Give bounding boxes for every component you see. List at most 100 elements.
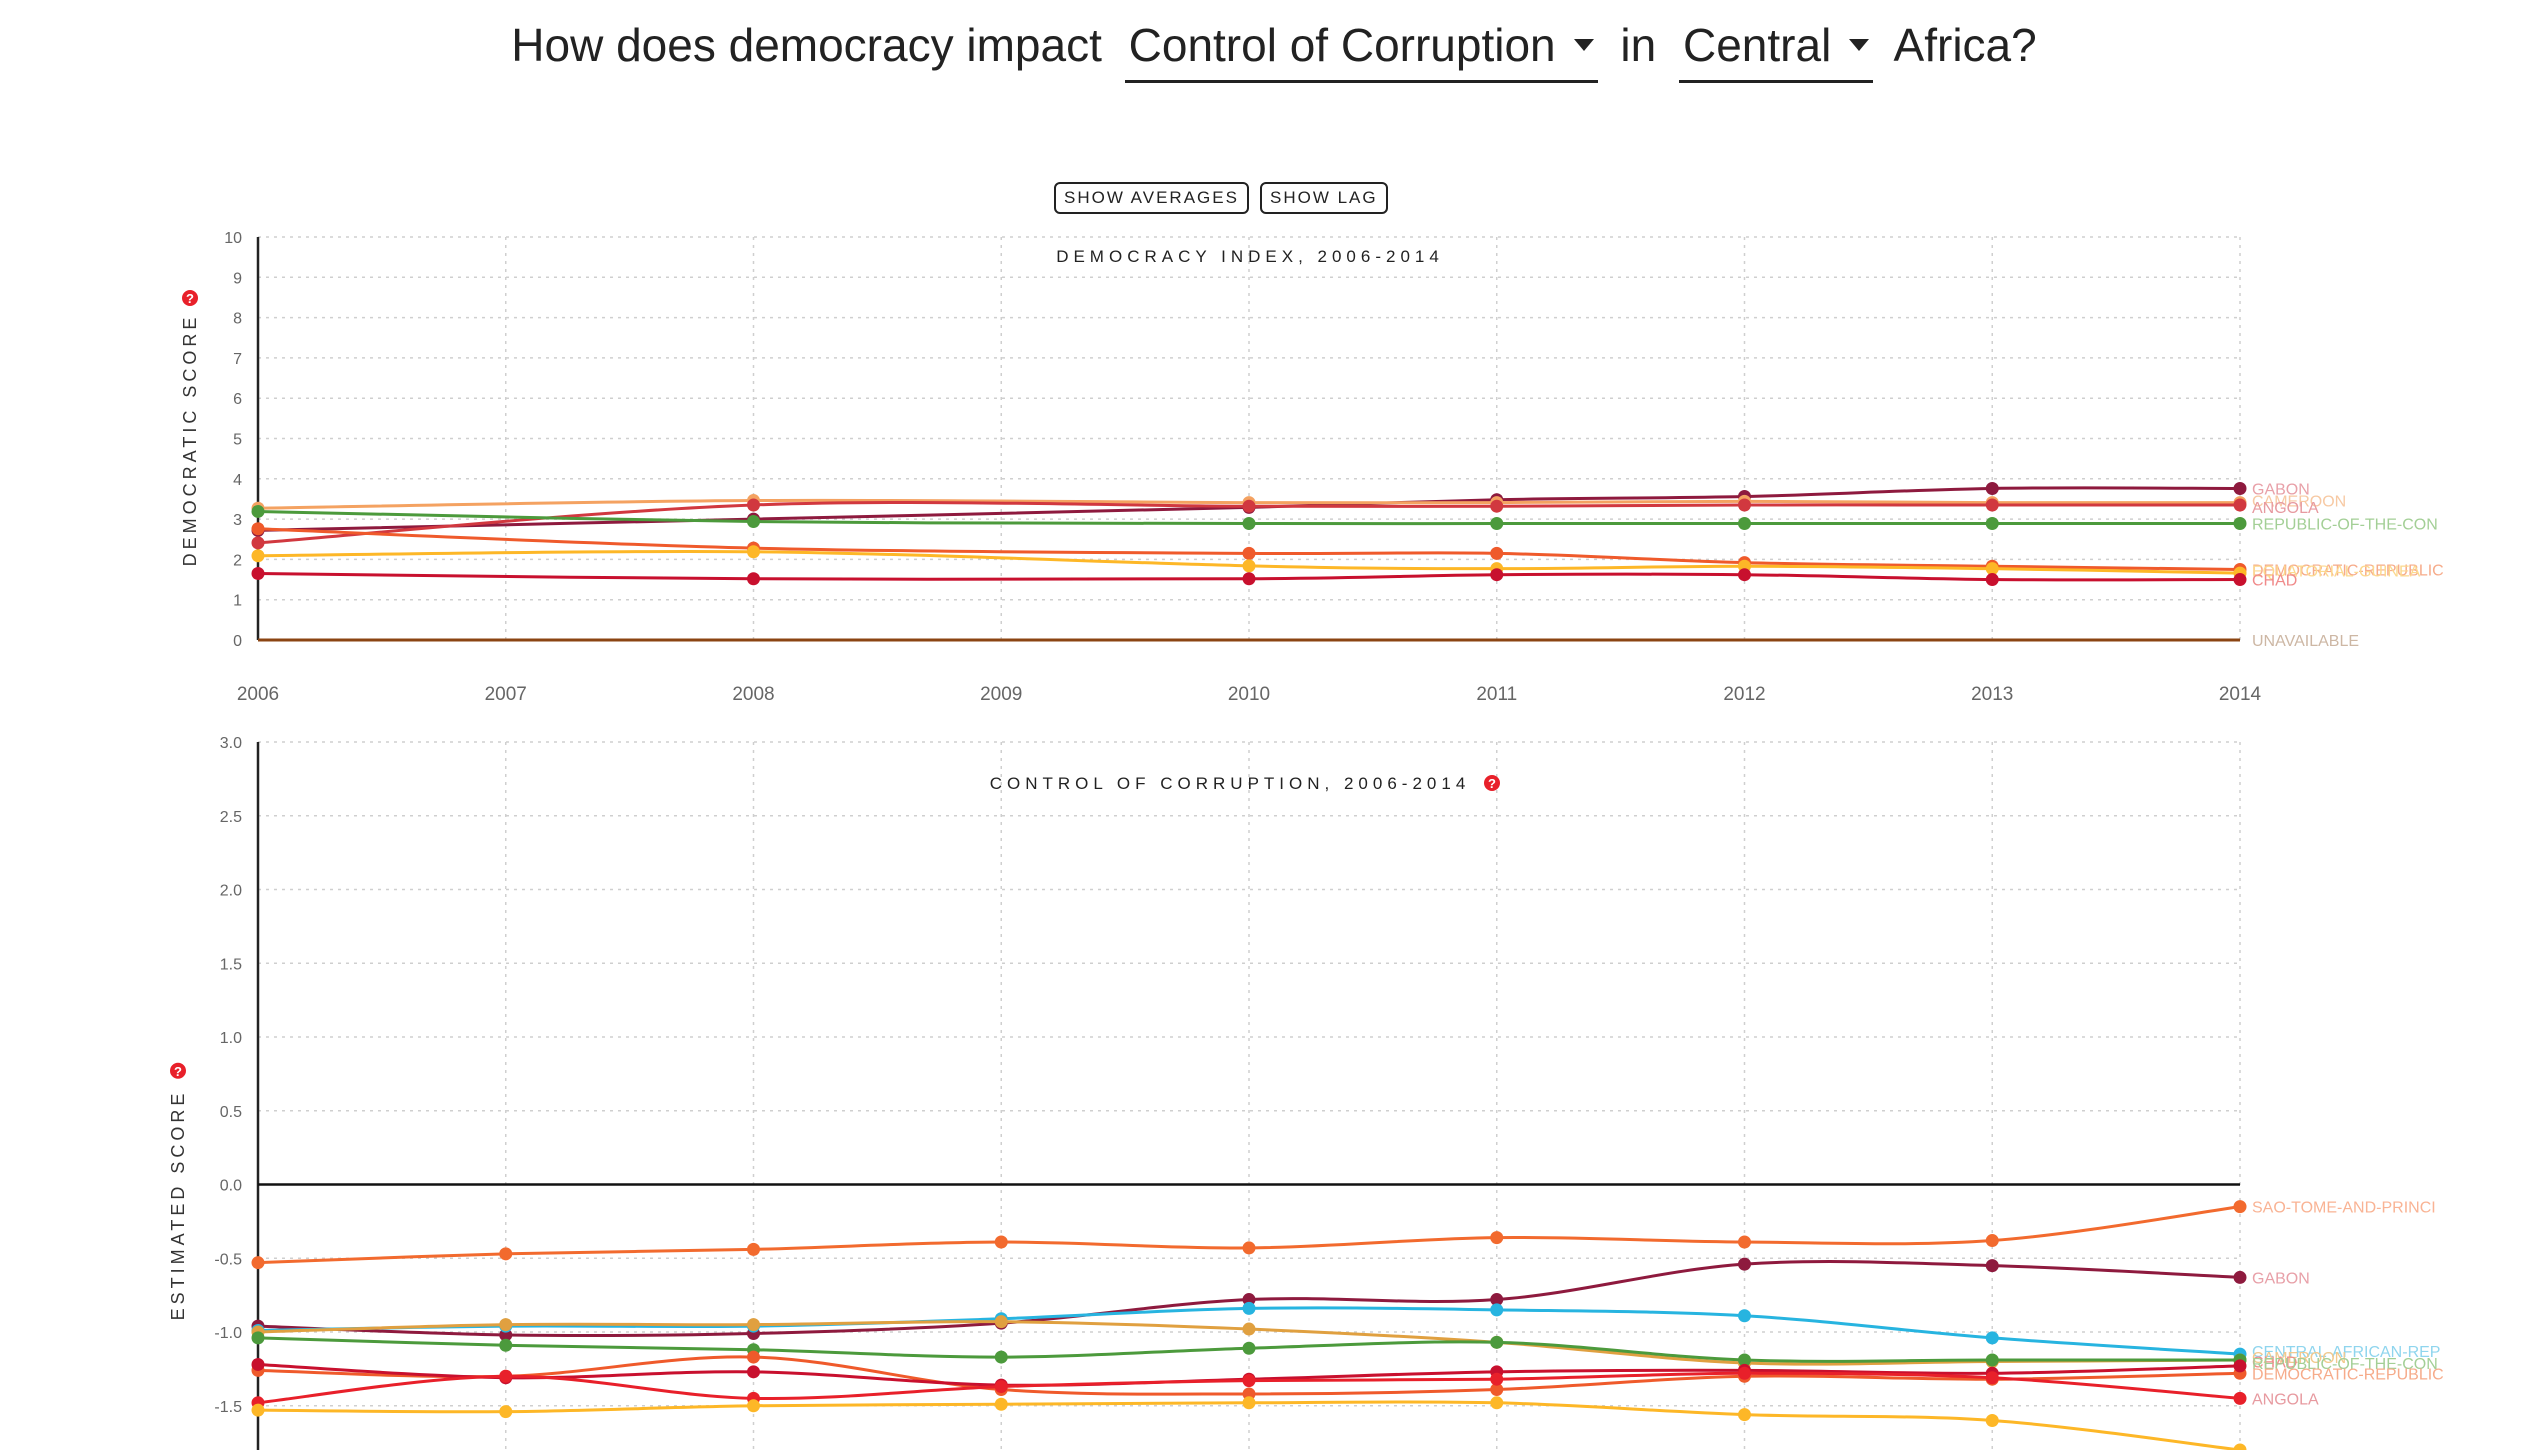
- data-point[interactable]: [251, 1403, 265, 1417]
- data-point[interactable]: [1490, 546, 1504, 560]
- data-point[interactable]: [747, 1242, 760, 1256]
- data-point[interactable]: [499, 1247, 513, 1261]
- data-point[interactable]: [1242, 1374, 1256, 1388]
- data-point[interactable]: [1490, 568, 1504, 582]
- series-end-label: REPUBLIC-OF-THE-CON: [2252, 1356, 2438, 1373]
- data-point[interactable]: [1985, 573, 1999, 587]
- data-point[interactable]: [747, 1318, 760, 1332]
- data-point[interactable]: [2233, 1443, 2247, 1450]
- y-tick-label: -0.5: [214, 1251, 242, 1268]
- data-point[interactable]: [2233, 517, 2247, 531]
- data-point[interactable]: [499, 1369, 513, 1383]
- data-point[interactable]: [994, 1380, 1008, 1394]
- data-point[interactable]: [1985, 1234, 1999, 1248]
- series-end-label: SAO-TOME-AND-PRINCI: [2252, 1200, 2436, 1217]
- data-point[interactable]: [1985, 1414, 1999, 1427]
- data-point[interactable]: [2233, 1391, 2247, 1405]
- data-point[interactable]: [1242, 1322, 1256, 1336]
- data-point[interactable]: [1242, 1241, 1256, 1255]
- data-point[interactable]: [499, 1318, 513, 1332]
- headline-text-1: How does democracy impact: [511, 19, 1102, 71]
- data-point[interactable]: [1242, 499, 1256, 513]
- data-point[interactable]: [2233, 1359, 2247, 1373]
- data-point[interactable]: [1490, 1303, 1504, 1317]
- data-point[interactable]: [1490, 1293, 1504, 1307]
- help-icon[interactable]: ?: [182, 290, 198, 306]
- data-point[interactable]: [2233, 573, 2247, 587]
- data-point[interactable]: [1490, 1372, 1504, 1386]
- data-point[interactable]: [994, 1350, 1008, 1364]
- y-tick-label: 1.5: [220, 956, 242, 973]
- data-point[interactable]: [1738, 1309, 1751, 1323]
- data-point[interactable]: [251, 549, 265, 563]
- x-tick-label: 2009: [980, 684, 1022, 705]
- data-point[interactable]: [251, 536, 265, 550]
- series-end-label: EQUATORIAL-GUINEA: [2252, 564, 2421, 581]
- help-icon[interactable]: ?: [170, 1062, 186, 1079]
- data-point[interactable]: [1242, 1301, 1256, 1315]
- y-tick-label: -1.5: [214, 1399, 242, 1416]
- data-point[interactable]: [1490, 1335, 1504, 1349]
- data-point[interactable]: [994, 1315, 1008, 1329]
- data-point[interactable]: [1738, 568, 1751, 582]
- data-point[interactable]: [1738, 1235, 1751, 1249]
- data-point[interactable]: [251, 1331, 265, 1345]
- data-point[interactable]: [251, 1357, 265, 1371]
- data-point[interactable]: [251, 1256, 265, 1270]
- data-point[interactable]: [1985, 1371, 1999, 1385]
- headline-text-2: in: [1620, 19, 1657, 71]
- data-point[interactable]: [499, 1338, 513, 1352]
- data-point[interactable]: [747, 1350, 760, 1364]
- data-point[interactable]: [251, 567, 265, 581]
- data-point[interactable]: [1490, 1231, 1504, 1245]
- data-point[interactable]: [1738, 1257, 1751, 1271]
- data-point[interactable]: [1985, 1331, 1999, 1345]
- series-line: [257, 498, 2241, 510]
- data-point[interactable]: [1985, 517, 1999, 531]
- data-point[interactable]: [1738, 1408, 1751, 1422]
- data-point[interactable]: [747, 572, 760, 586]
- data-point[interactable]: [1985, 1259, 1999, 1273]
- data-point[interactable]: [1242, 572, 1256, 586]
- data-point[interactable]: [1490, 499, 1504, 513]
- data-point[interactable]: [2233, 1270, 2247, 1284]
- data-point[interactable]: [747, 545, 760, 559]
- y-tick-label: 2.0: [220, 883, 242, 900]
- data-point[interactable]: [994, 1235, 1008, 1249]
- data-point[interactable]: [251, 522, 265, 536]
- data-point[interactable]: [1985, 498, 1999, 512]
- data-point[interactable]: [1985, 1353, 1999, 1367]
- data-point[interactable]: [1738, 1353, 1751, 1367]
- data-point[interactable]: [2233, 498, 2247, 512]
- data-point[interactable]: [1490, 1396, 1504, 1410]
- show-averages-button[interactable]: SHOW AVERAGES: [1054, 182, 1249, 214]
- data-point[interactable]: [747, 515, 760, 529]
- data-point[interactable]: [499, 1405, 513, 1419]
- data-point[interactable]: [1738, 517, 1751, 531]
- data-point[interactable]: [747, 1399, 760, 1413]
- control-of-corruption-chart: -1.5 -1.0 -0.5 0.0 0.5 1.0 1.5 2.0 2.5 3.0 CONTROL…: [168, 735, 2444, 1450]
- data-point[interactable]: [1242, 546, 1256, 560]
- help-icon[interactable]: ?: [1484, 775, 1500, 791]
- data-point[interactable]: [2233, 1200, 2247, 1214]
- data-point[interactable]: [1738, 498, 1751, 512]
- data-point[interactable]: [1490, 517, 1504, 531]
- data-point[interactable]: [1242, 517, 1256, 531]
- data-point[interactable]: [747, 1365, 760, 1379]
- data-point[interactable]: [1242, 559, 1256, 573]
- data-point[interactable]: [2233, 481, 2247, 495]
- series-end-label: REPUBLIC-OF-THE-CON: [2252, 517, 2438, 534]
- data-point[interactable]: [1242, 1396, 1256, 1410]
- region-dropdown[interactable]: Central: [1679, 18, 1874, 83]
- data-point[interactable]: [747, 498, 760, 512]
- data-point[interactable]: [1985, 481, 1999, 495]
- data-point[interactable]: [1490, 1383, 1504, 1397]
- data-point[interactable]: [1738, 1366, 1751, 1380]
- indicator-dropdown[interactable]: Control of Corruption: [1124, 18, 1598, 83]
- data-point[interactable]: [1985, 562, 1999, 576]
- show-lag-button[interactable]: SHOW LAG: [1260, 182, 1388, 214]
- data-point[interactable]: [251, 504, 265, 518]
- series-line: [257, 527, 2241, 571]
- data-point[interactable]: [994, 1397, 1008, 1411]
- data-point[interactable]: [1242, 1341, 1256, 1355]
